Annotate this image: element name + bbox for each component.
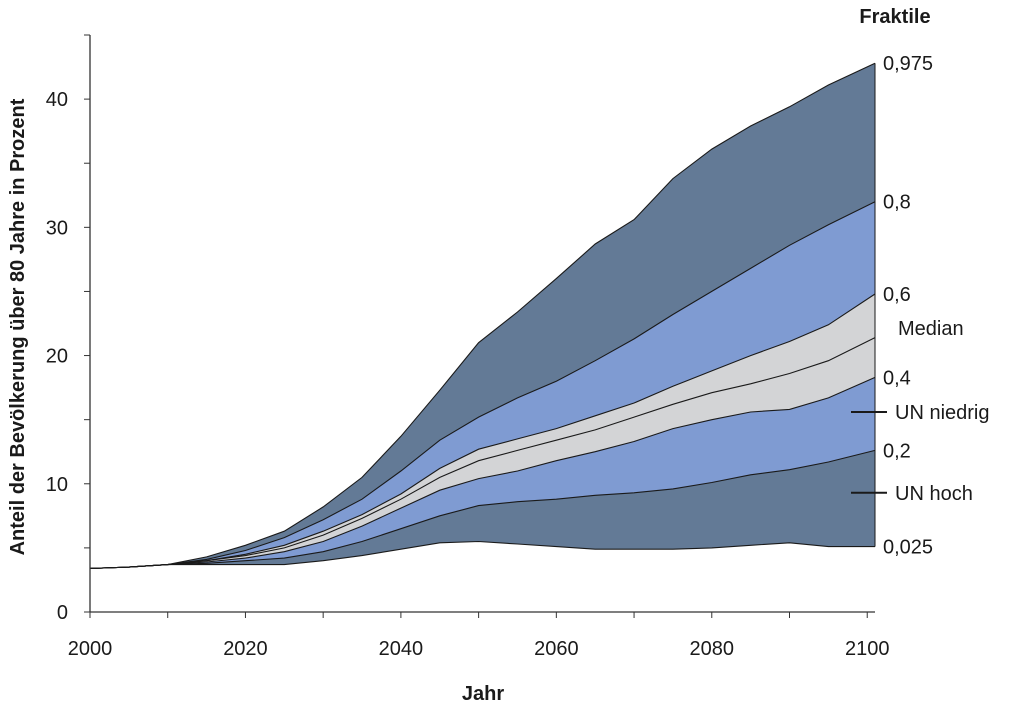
band-08-0975	[90, 63, 875, 569]
series-line-2	[89, 376, 876, 569]
series-line-5	[89, 201, 876, 569]
fractile-bands	[90, 63, 875, 569]
y-axis-ticks: 0 10 20 30 40	[46, 34, 90, 624]
series-line-1	[89, 449, 876, 569]
y-axis-title: Anteil der Bevölkerung über 80 Jahre in …	[7, 98, 29, 555]
fractile-label: 0,025	[883, 537, 933, 559]
series-line-0	[89, 540, 875, 569]
x-tick-label: 2020	[223, 638, 268, 660]
y-tick-label: 40	[46, 89, 68, 111]
band-0025-02	[90, 450, 875, 569]
x-axis-ticks: 2000 2020 2040 2060 2080 2100	[68, 612, 890, 660]
fractile-labels: 0,025 0,2 0,4 Median 0,6 0,8 0,975	[883, 53, 964, 558]
un-marker-label: UN hoch	[895, 483, 973, 505]
legend-title: Fraktile	[859, 6, 930, 28]
un-marker-label: UN niedrig	[895, 402, 989, 424]
fractile-label: 0,6	[883, 284, 911, 306]
series-line-6	[89, 62, 876, 569]
fractile-label: 0,2	[883, 440, 911, 462]
y-tick-label: 30	[46, 217, 68, 239]
fractile-lines	[89, 62, 876, 569]
fractile-label: 0,975	[883, 53, 933, 75]
series-line-4	[89, 293, 876, 569]
fractile-label: 0,8	[883, 192, 911, 214]
axes	[89, 35, 875, 613]
x-tick-label: 2040	[379, 638, 424, 660]
x-tick-label: 2100	[845, 638, 890, 660]
y-tick-label: 10	[46, 474, 68, 496]
x-axis-title: Jahr	[462, 683, 504, 705]
x-tick-label: 2080	[690, 638, 735, 660]
x-tick-label: 2060	[534, 638, 579, 660]
band-02-04	[90, 377, 875, 569]
y-tick-label: 0	[57, 602, 68, 624]
y-tick-label: 20	[46, 346, 68, 368]
fractile-label: 0,4	[883, 367, 911, 389]
x-tick-label: 2000	[68, 638, 113, 660]
fractile-label: Median	[898, 318, 964, 340]
un-markers: UN niedrig UN hoch	[851, 402, 989, 505]
